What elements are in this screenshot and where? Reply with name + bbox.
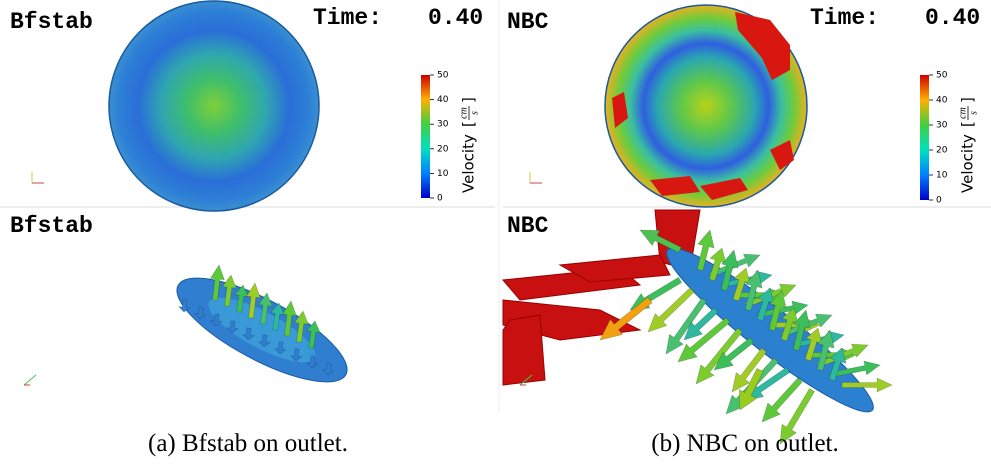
bracket: [ (959, 121, 977, 127)
colorbar: Velocity [ cm s ] 0 10 20 30 40 50 (920, 71, 979, 206)
panel-label: Bfstab (10, 9, 93, 35)
colorbar-tick-label: 10 (936, 171, 948, 181)
unit-denominator: s (469, 111, 480, 115)
time-label: Time: (313, 5, 382, 31)
unit-denominator: s (968, 111, 979, 115)
colorbar-ramp (920, 75, 929, 200)
colorbar-tick-label: 50 (437, 71, 449, 81)
axes-triad (24, 375, 36, 385)
caption: (a) Bfstab on outlet. (148, 430, 348, 457)
colorbar-tick-label: 40 (936, 96, 948, 106)
colorbar-title: Velocity (959, 134, 977, 193)
bracket: ] (460, 97, 478, 103)
time-value: 0.40 (428, 5, 483, 31)
colorbar-tick-label: 50 (936, 71, 948, 81)
unit-numerator: cm (458, 107, 469, 119)
colorbar-tick-label: 0 (437, 194, 443, 204)
colorbar-tick-label: 20 (936, 146, 948, 156)
colorbar-tick-label: 20 (437, 144, 449, 154)
unit-numerator: cm (957, 107, 968, 119)
panel-label: Bfstab (10, 213, 93, 239)
caption: (b) NBC on outlet. (651, 430, 839, 457)
colorbar: Velocity [ cm s ] 0 10 20 30 40 50 (421, 71, 480, 204)
colorbar-tick-label: 30 (936, 121, 948, 131)
panel-label: NBC (507, 213, 549, 239)
colorbar-tick-label: 10 (437, 169, 449, 179)
colorbar-tick-label: 0 (936, 196, 942, 206)
colorbar-tick-label: 40 (437, 95, 449, 105)
panel-label: NBC (507, 9, 549, 35)
time-label: Time: (810, 5, 879, 31)
axes-triad (32, 172, 44, 183)
outlet-velocity-field (109, 1, 319, 211)
bracket: [ (460, 121, 478, 127)
time-value: 0.40 (925, 5, 980, 31)
colorbar-tick-label: 30 (437, 120, 449, 130)
axes-triad (530, 172, 542, 183)
bracket: ] (959, 97, 977, 103)
colorbar-title: Velocity (460, 134, 478, 193)
colorbar-ramp (421, 75, 430, 198)
figure: Bfstab Time: 0.40 NBC Time: 0.40 Bfstab … (0, 0, 991, 464)
